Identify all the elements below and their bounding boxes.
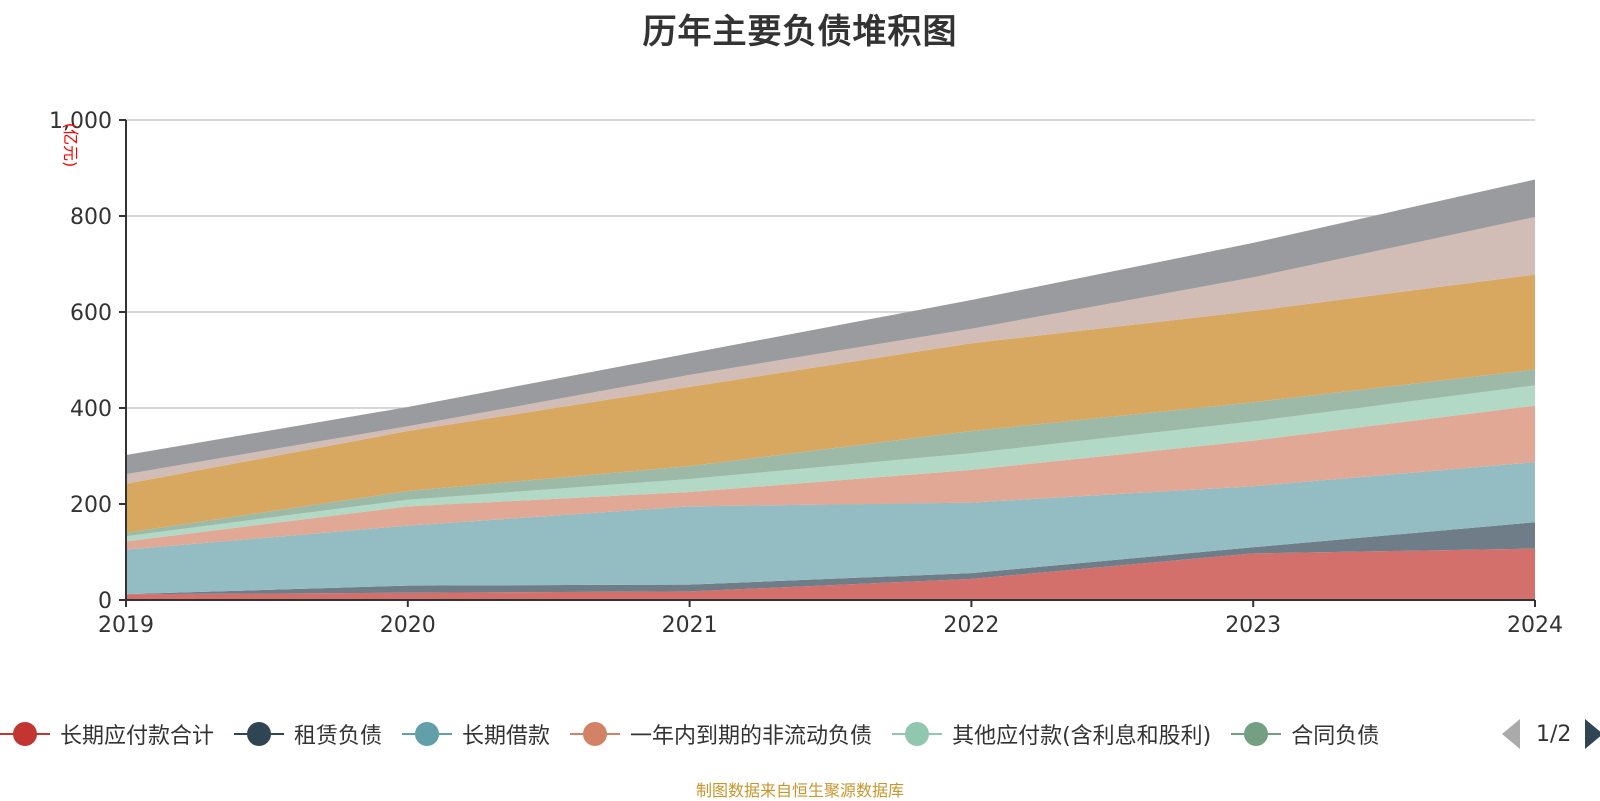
x-tick-label: 2023 — [1225, 613, 1281, 638]
area-series-4 — [126, 385, 1535, 542]
x-tick-label: 2021 — [662, 613, 718, 638]
next-page-icon[interactable] — [1585, 719, 1600, 749]
area-series-8 — [126, 179, 1535, 475]
legend-item[interactable]: 租赁负债 — [234, 718, 382, 750]
legend-marker-icon — [402, 722, 453, 746]
chart-title: 历年主要负债堆积图 — [642, 12, 958, 52]
y-tick-label: 0 — [98, 589, 112, 614]
data-source-note: 制图数据来自恒生聚源数据库 — [695, 781, 904, 800]
x-tick-label: 2022 — [943, 613, 999, 638]
legend-item[interactable]: 其他应付款(含利息和股利) — [892, 718, 1211, 750]
legend-label: 其他应付款(含利息和股利) — [952, 724, 1212, 749]
legend-marker-icon — [1231, 722, 1282, 746]
legend-pager: 1/2 — [1502, 716, 1600, 752]
y-tick-label: 1,000 — [49, 109, 112, 134]
legend: 长期应付款合计 租赁负债 长期借款 一年内到期的非流动负债 其他应付款(含利息和股利) 合… — [0, 716, 1600, 752]
legend-label: 合同负债 — [1291, 724, 1380, 749]
area-series-1 — [126, 522, 1535, 595]
area-series-7 — [126, 217, 1535, 484]
y-tick-label: 800 — [70, 205, 112, 230]
axes: 0 200 400 600 800 1,000 2019 2020 2021 2022 2023 20… — [49, 109, 1563, 638]
y-tick-label: 200 — [70, 493, 112, 518]
stacked-areas — [126, 179, 1535, 600]
x-tick-label: 2024 — [1507, 613, 1563, 638]
legend-item[interactable]: 长期借款 — [402, 718, 550, 750]
area-series-6 — [126, 274, 1535, 533]
prev-page-icon[interactable] — [1502, 719, 1520, 749]
area-series-5 — [126, 369, 1535, 537]
legend-item[interactable]: 合同负债 — [1231, 718, 1379, 750]
legend-item[interactable]: 一年内到期的非流动负债 — [570, 718, 872, 750]
y-axis-unit-label: (亿元) — [61, 123, 80, 168]
x-tick-label: 2019 — [98, 613, 154, 638]
legend-label: 租赁负债 — [294, 724, 383, 749]
area-series-2 — [126, 462, 1535, 595]
legend-marker-icon — [892, 722, 943, 746]
legend-page-indicator: 1/2 — [1536, 721, 1572, 747]
x-tick-label: 2020 — [380, 613, 436, 638]
legend-item[interactable]: 长期应付款合计 — [0, 718, 214, 750]
legend-label: 长期借款 — [462, 724, 551, 749]
legend-marker-icon — [570, 722, 621, 746]
y-tick-label: 400 — [70, 397, 112, 422]
area-series-0 — [126, 548, 1535, 600]
legend-label: 一年内到期的非流动负债 — [630, 724, 873, 749]
legend-marker-icon — [234, 722, 285, 746]
legend-marker-icon — [0, 722, 50, 746]
y-tick-label: 600 — [70, 301, 112, 326]
area-series-3 — [126, 405, 1535, 550]
legend-label: 长期应付款合计 — [60, 724, 215, 749]
